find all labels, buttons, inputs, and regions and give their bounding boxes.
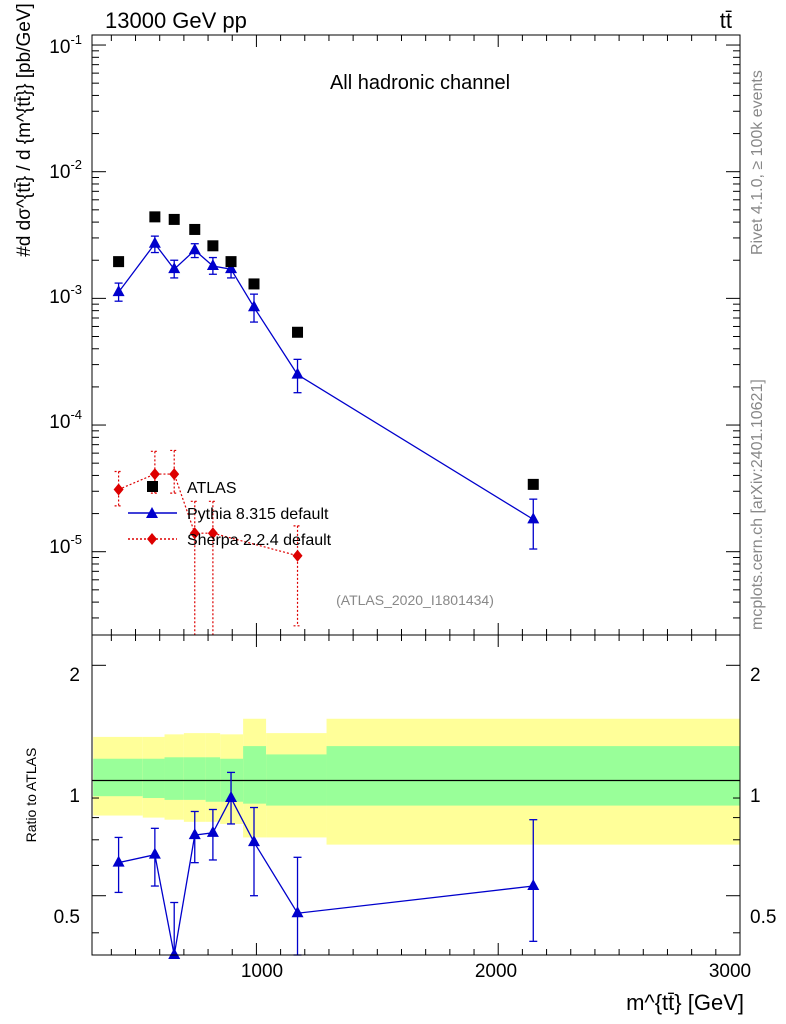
atlas-marker	[149, 211, 161, 223]
pythia-line	[118, 242, 534, 520]
rivet-version-label: Rivet 4.1.0, ≥ 100k events	[749, 70, 766, 255]
atlas-marker	[225, 256, 237, 268]
atlas-marker	[527, 478, 539, 490]
main-ytick-exponent: -3	[70, 282, 82, 297]
ratio-frame	[91, 634, 741, 956]
ratio-ylabel: Ratio to ATLAS	[23, 748, 39, 843]
ratio-ytick-label-right: 1	[750, 786, 761, 807]
main-ytick-label: 10-5	[49, 532, 82, 558]
pythia-marker	[206, 259, 219, 271]
pythia-marker	[112, 285, 125, 297]
analysis-id-label: (ATLAS_2020_I1801434)	[336, 592, 494, 608]
xtick-label: 2000	[475, 961, 517, 982]
xtick-label: 1000	[241, 961, 283, 982]
ratio-pythia-marker	[148, 847, 161, 859]
ratio-band-inner	[205, 757, 221, 802]
legend: ATLAS Pythia 8.315 default Sherpa 2.2.4 …	[128, 480, 332, 549]
ratio-axis-ticks	[92, 623, 741, 955]
legend-atlas-label: ATLAS	[187, 480, 237, 497]
header-process-label: tt̄	[720, 8, 732, 33]
x-axis-label: m^{tt̄} [GeV]	[626, 990, 744, 1015]
atlas-marker	[113, 256, 125, 268]
atlas-marker	[248, 278, 260, 290]
legend-sherpa-marker	[147, 533, 157, 545]
sherpa-marker	[292, 549, 303, 562]
ratio-band-inner	[93, 758, 143, 797]
pythia-marker	[225, 262, 238, 274]
sherpa-marker	[169, 468, 180, 481]
atlas-marker	[207, 240, 219, 252]
sherpa-marker	[189, 527, 200, 540]
pythia-marker	[168, 262, 181, 274]
main-ytick-exponent: -4	[70, 407, 82, 422]
ratio-data-layer	[92, 718, 740, 959]
pythia-marker	[148, 236, 161, 248]
ratio-ytick-label-right: 2	[750, 665, 761, 686]
ratio-pythia-marker	[168, 948, 181, 959]
main-ytick-label: 10-4	[49, 407, 82, 433]
sherpa-marker	[207, 527, 218, 540]
legend-pythia-label: Pythia 8.315 default	[187, 506, 329, 523]
ratio-band-inner	[142, 758, 165, 799]
legend-sherpa-label: Sherpa 2.2.4 default	[187, 532, 332, 549]
atlas-marker	[168, 213, 180, 225]
pythia-marker	[188, 243, 201, 255]
ratio-band-inner	[243, 746, 267, 804]
main-ytick-label: 10-1	[49, 32, 82, 58]
main-ytick-label: 10-3	[49, 282, 82, 308]
ratio-pythia-marker	[248, 835, 260, 847]
header-collision-label: 13000 GeV pp	[105, 8, 247, 33]
xtick-label: 3000	[709, 961, 751, 982]
ratio-pythia-marker	[206, 825, 219, 837]
ratio-pythia-marker	[291, 906, 304, 918]
sherpa-marker	[149, 468, 160, 481]
mcplots-label: mcplots.cern.ch [arXiv:2401.10621]	[749, 379, 766, 630]
pythia-marker	[527, 512, 540, 524]
ratio-pythia-marker	[112, 855, 125, 867]
ratio-pythia-marker	[527, 879, 540, 891]
ratio-ytick-label-left: 1	[69, 786, 80, 807]
ratio-band-inner	[326, 746, 740, 806]
main-panel: All hadronic channel (ATLAS_2020_I180143…	[14, 3, 741, 636]
sherpa-line	[118, 473, 298, 557]
main-ytick-label: 10-2	[49, 157, 82, 183]
atlas-marker	[292, 326, 304, 338]
main-axis-ticks	[92, 35, 741, 619]
ratio-pythia-marker	[188, 828, 201, 840]
main-ylabel: #d dσ^{tt̄} / d {m^{tt̄}} [pb/GeV]	[14, 3, 35, 257]
legend-pythia-marker	[146, 507, 158, 518]
atlas-marker	[189, 223, 201, 235]
legend-atlas-marker	[147, 481, 158, 492]
ratio-band-inner	[183, 757, 206, 800]
ratio-ytick-label-right: 0.5	[750, 907, 776, 928]
main-title: All hadronic channel	[330, 72, 510, 94]
ratio-pythia-marker	[225, 791, 238, 803]
sherpa-marker	[113, 483, 124, 496]
ratio-ytick-label-left: 2	[69, 665, 80, 686]
pythia-marker	[248, 300, 260, 312]
ratio-ytick-label-left: 0.5	[54, 907, 80, 928]
ratio-panel: 0.5 1 2 0.5 1 2 Ratio to ATLAS	[23, 623, 776, 959]
main-ytick-exponent: -5	[70, 532, 82, 547]
pythia-marker	[291, 367, 304, 379]
main-ytick-exponent: -2	[70, 157, 82, 172]
main-ytick-exponent: -1	[70, 32, 82, 47]
main-data-layer	[112, 211, 540, 635]
ratio-band-inner	[164, 757, 184, 800]
